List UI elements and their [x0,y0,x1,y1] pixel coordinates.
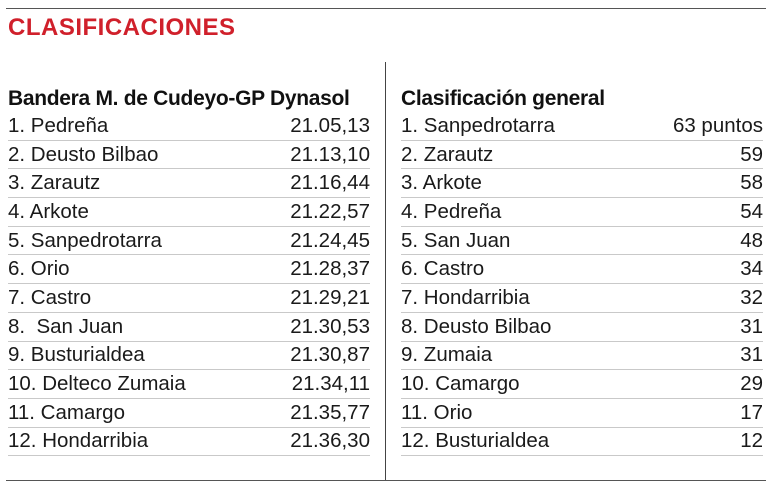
table-row: 9. Busturialdea 21.30,87 [8,342,370,371]
table-row: 7. Castro 21.29,21 [8,284,370,313]
table-row: 3. Arkote 58 [401,169,763,199]
points: 58 [740,171,763,195]
points: 48 [740,228,763,252]
crew-name: 1. Pedreña [8,113,109,137]
table-row: 10. Camargo 29 [401,370,763,399]
race-time: 21.22,57 [290,199,370,223]
bottom-rule [6,480,766,481]
crew-name: 5. San Juan [401,228,511,252]
race-time: 21.30,53 [290,314,370,338]
crew-name: 9. Busturialdea [8,343,145,367]
table-row: 8. San Juan 21.30,53 [8,313,370,342]
general-standings-rows: 1. Sanpedrotarra 63 puntos 2. Zarautz 59 3… [401,112,763,457]
table-row: 8. Deusto Bilbao 31 [401,313,763,342]
race-time: 21.34,11 [291,372,370,396]
race-time: 21.24,45 [290,228,370,252]
table-row: 2. Zarautz 59 [401,141,763,170]
section-title: CLASIFICACIONES [8,14,236,41]
points: 34 [740,257,763,281]
crew-name: 6. Castro [401,257,485,281]
race-time: 21.35,77 [290,400,370,424]
crew-name: 8. Deusto Bilbao [401,314,552,338]
crew-name: 8. San Juan [8,314,124,338]
column-divider [385,62,386,480]
crew-name: 1. Sanpedrotarra [401,113,555,137]
points: 59 [740,142,763,166]
crew-name: 2. Deusto Bilbao [8,142,159,166]
crew-name: 10. Camargo [401,372,520,396]
points: 31 [740,314,763,338]
crew-name: 4. Arkote [8,199,89,223]
table-row: 2. Deusto Bilbao 21.13,10 [8,141,370,170]
crew-name: 11. Camargo [8,400,125,424]
table-row: 9. Zumaia 31 [401,342,763,371]
points: 31 [740,343,763,367]
race-time: 21.13,10 [290,142,370,166]
table-row: 6. Castro 34 [401,255,763,285]
crew-name: 7. Hondarribia [401,285,530,309]
race-time: 21.36,30 [290,429,370,453]
race-time: 21.28,37 [290,257,370,281]
points: 29 [740,372,763,396]
table-row: 1. Sanpedrotarra 63 puntos [401,112,763,141]
crew-name: 6. Orio [8,257,70,281]
crew-name: 12. Busturialdea [401,429,550,453]
table-row: 7. Hondarribia 32 [401,284,763,313]
race-results-table: Bandera M. de Cudeyo-GP Dynasol 1. Pedre… [8,86,370,457]
table-row: 12. Hondarribia 21.36,30 [8,428,370,457]
crew-name: 4. Pedreña [401,199,502,223]
points: 54 [740,199,763,223]
race-time: 21.29,21 [290,285,370,309]
race-time: 21.05,13 [290,113,370,137]
table-row: 6. Orio 21.28,37 [8,255,370,285]
crew-name: 12. Hondarribia [8,429,149,453]
points: 12 [740,429,763,453]
top-rule [6,8,766,9]
table-row: 5. San Juan 48 [401,227,763,256]
crew-name: 5. Sanpedrotarra [8,228,162,252]
general-standings-table: Clasificación general 1. Sanpedrotarra 63… [401,86,763,457]
table-row: 12. Busturialdea 12 [401,428,763,457]
points: 32 [740,285,763,309]
race-time: 21.16,44 [290,171,370,195]
points: 63 puntos [672,113,763,137]
crew-name: 2. Zarautz [401,142,494,166]
crew-name: 10. Delteco Zumaia [8,372,186,396]
table-row: 3. Zarautz 21.16,44 [8,169,370,199]
crew-name: 11. Orio [401,400,473,424]
table-row: 4. Pedreña 54 [401,198,763,227]
crew-name: 9. Zumaia [401,343,493,367]
table-row: 11. Camargo 21.35,77 [8,399,370,428]
table-row: 10. Delteco Zumaia 21.34,11 [8,370,370,399]
crew-name: 7. Castro [8,285,92,309]
general-standings-header: Clasificación general [401,87,605,110]
table-row: 5. Sanpedrotarra 21.24,45 [8,227,370,256]
table-row: 4. Arkote 21.22,57 [8,198,370,227]
race-results-header: Bandera M. de Cudeyo-GP Dynasol [8,87,350,110]
race-time: 21.30,87 [290,343,370,367]
crew-name: 3. Arkote [401,171,482,195]
race-results-rows: 1. Pedreña 21.05,13 2. Deusto Bilbao 21.13… [8,112,370,457]
points: 17 [740,400,763,424]
table-row: 11. Orio 17 [401,399,763,428]
crew-name: 3. Zarautz [8,171,101,195]
table-row: 1. Pedreña 21.05,13 [8,112,370,141]
